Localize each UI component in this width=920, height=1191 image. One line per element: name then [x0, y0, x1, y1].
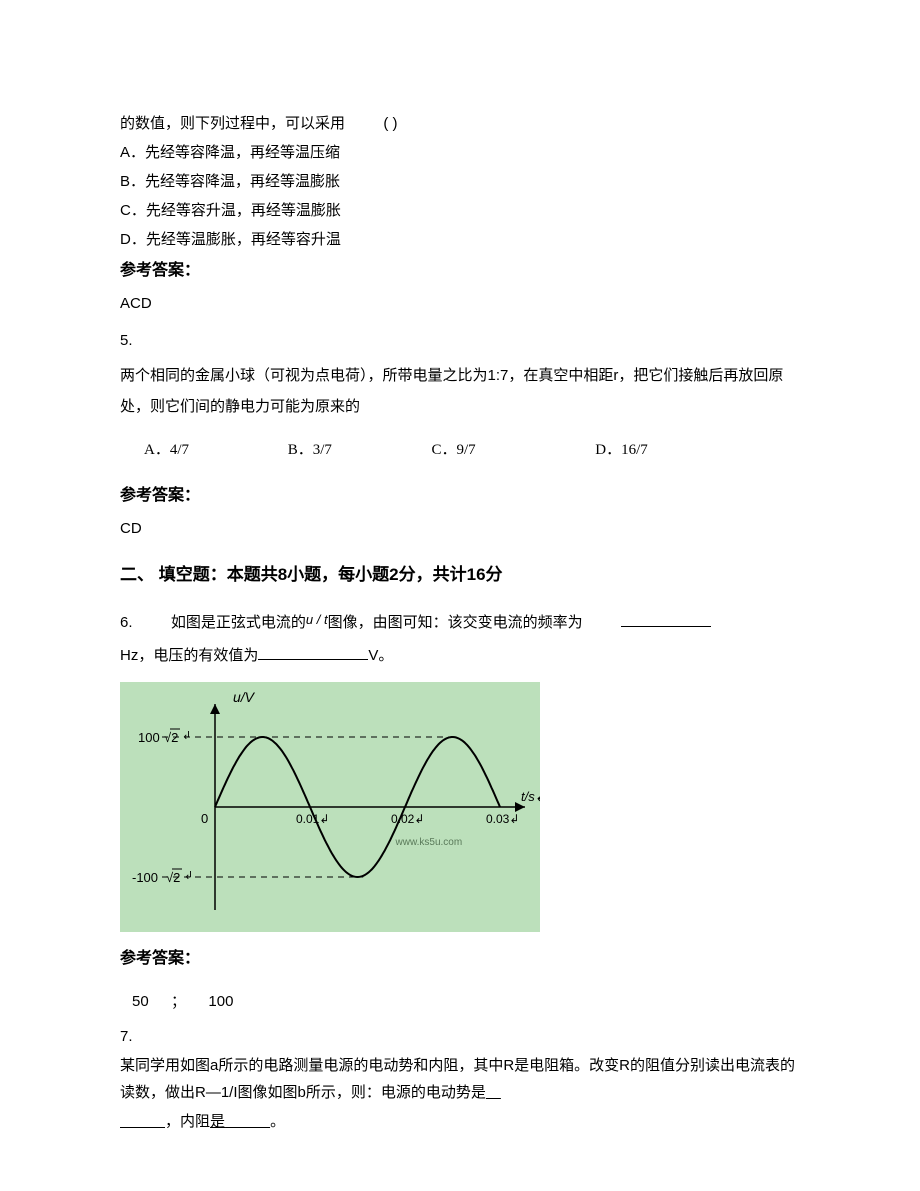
q6-stem-c: Hz，电压的有效值为	[120, 647, 258, 664]
q5-option-a: A．4/7	[144, 437, 284, 464]
q4-stem-line: 的数值，则下列过程中，可以采用 ( )	[120, 110, 800, 137]
q6-ut-exp: u / t	[306, 612, 328, 627]
svg-text:0.03↲: 0.03↲	[486, 812, 519, 826]
q5-options-row: A．4/7 B．3/7 C．9/7 D．16/7	[144, 437, 800, 464]
svg-text:www.ks5u.com: www.ks5u.com	[395, 837, 463, 848]
q6-answer-a: 50	[132, 993, 149, 1010]
q6-stem: 6. 如图是正弦式电流的u / t图像，由图可知：该交变电流的频率为 Hz，电压…	[120, 606, 800, 672]
q5-option-b: B．3/7	[288, 437, 428, 464]
svg-text:u/V: u/V	[233, 689, 256, 705]
svg-text:↲: ↲	[182, 730, 191, 742]
q4-answer: ACD	[120, 290, 800, 317]
svg-text:√2: √2	[164, 730, 178, 745]
q6-stem-d: V。	[368, 647, 393, 664]
q4-option-c: C．先经等容升温，再经等温膨胀	[120, 197, 800, 224]
q7-text-r-is: 是	[210, 1113, 270, 1130]
svg-text:0: 0	[201, 811, 208, 826]
q7-blank-emf[interactable]	[486, 1084, 501, 1101]
q4-stem-text: 的数值，则下列过程中，可以采用	[120, 115, 345, 132]
q6-stem-a: 如图是正弦式电流的	[171, 614, 306, 631]
sine-chart-svg: u/V 100 √2 ↲ -100 √2 ↲ 0 0.01↲ 0.02↲ 0.03↲t/s↲ www.…	[120, 682, 540, 932]
q5-number: 5.	[120, 327, 800, 354]
svg-text:0.02↲: 0.02↲	[391, 812, 424, 826]
svg-text:t/s↲: t/s↲	[521, 789, 540, 804]
q6-blank-volt[interactable]	[258, 645, 368, 660]
q7-number: 7.	[120, 1023, 800, 1050]
q4-answer-label: 参考答案：	[120, 257, 800, 286]
q6-answer-label: 参考答案：	[120, 945, 800, 974]
svg-text:√2: √2	[166, 870, 180, 885]
q4-option-d: D．先经等温膨胀，再经等容升温	[120, 226, 800, 253]
svg-text:100: 100	[138, 730, 160, 745]
q4-option-b: B．先经等容降温，再经等温膨胀	[120, 168, 800, 195]
q5-answer: CD	[120, 515, 800, 542]
q4-paren: ( )	[383, 115, 397, 132]
q6-number: 6.	[120, 614, 133, 631]
q7-blank-emf-cont[interactable]	[120, 1113, 165, 1130]
q6-stem-b: 图像，由图可知：该交变电流的频率为	[328, 614, 583, 631]
q6-answer: 50 ； 100	[132, 988, 800, 1015]
section-2-heading: 二、 填空题：本题共8小题，每小题2分，共计16分	[120, 560, 800, 591]
svg-text:↲: ↲	[184, 870, 193, 882]
q6-blank-freq[interactable]	[621, 612, 711, 627]
q5-option-c: C．9/7	[432, 437, 592, 464]
q4-option-a: A．先经等容降温，再经等温压缩	[120, 139, 800, 166]
q5-body: 两个相同的金属小球（可视为点电荷），所带电量之比为1:7，在真空中相距r，把它们…	[120, 360, 800, 423]
q5-answer-label: 参考答案：	[120, 482, 800, 511]
q7-body-2: ，内阻是 。	[120, 1108, 800, 1135]
q7-body: 某同学用如图a所示的电路测量电源的电动势和内阻，其中R是电阻箱。改变R的阻值分别…	[120, 1052, 800, 1106]
svg-text:0.01↲: 0.01↲	[296, 812, 329, 826]
q5-option-d: D．16/7	[595, 437, 735, 464]
q6-answer-sep: ；	[171, 993, 186, 1010]
q6-chart: u/V 100 √2 ↲ -100 √2 ↲ 0 0.01↲ 0.02↲ 0.03↲t/s↲ www.…	[120, 682, 800, 941]
q6-answer-b: 100	[208, 993, 233, 1010]
svg-text:-100: -100	[132, 870, 158, 885]
